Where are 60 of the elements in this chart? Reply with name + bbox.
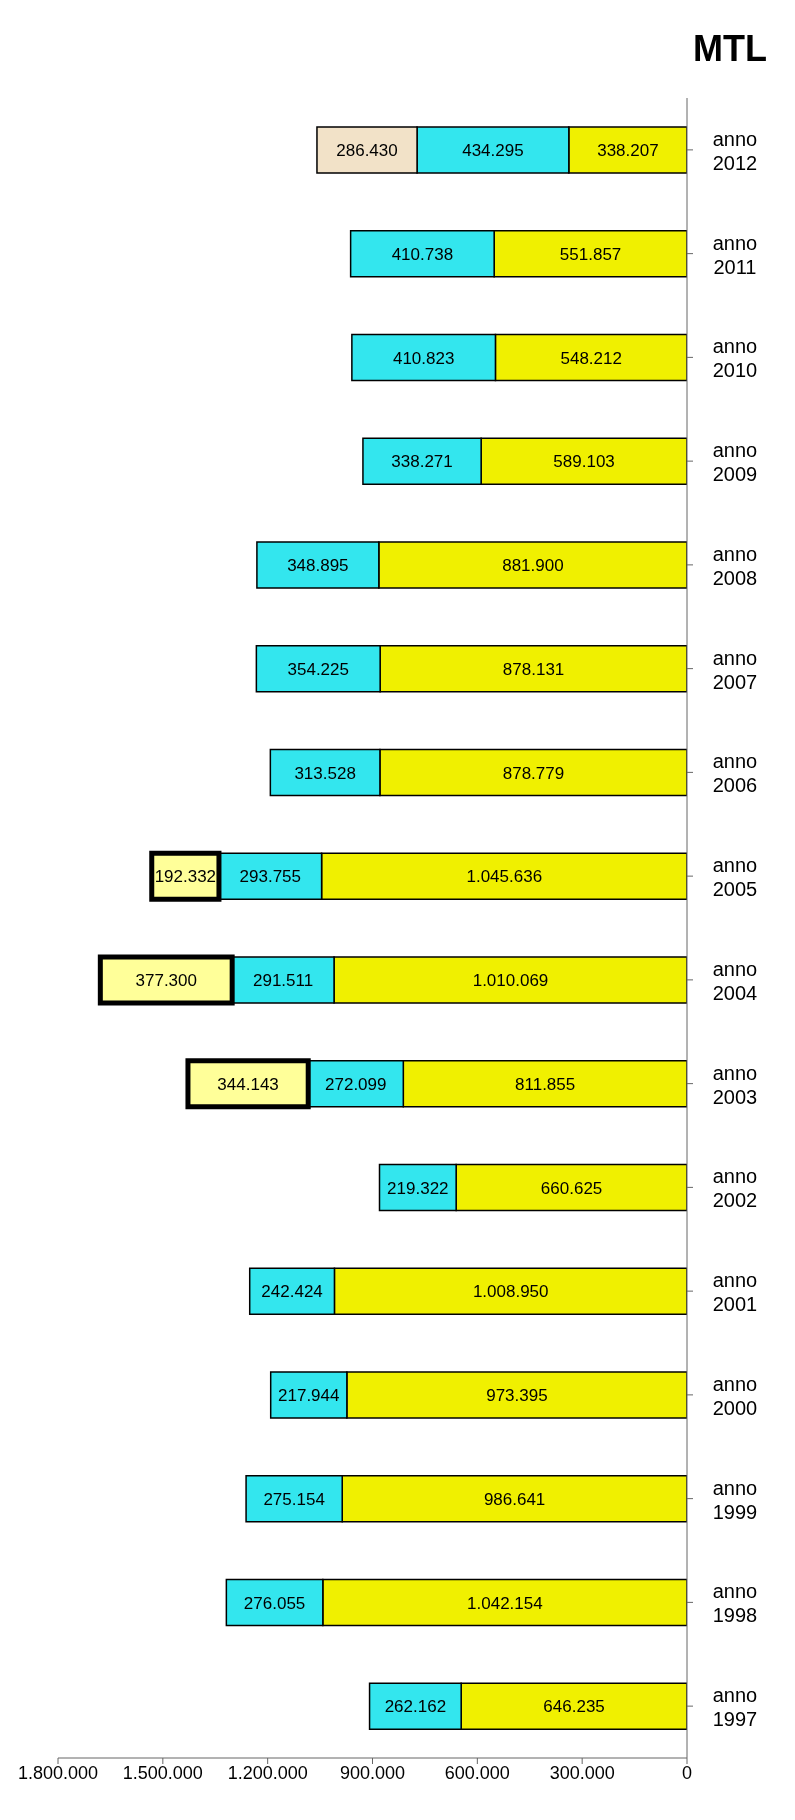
- data-label: 344.143: [217, 1074, 279, 1094]
- data-label: 1.010.069: [472, 971, 549, 991]
- y-tick-label: anno 2001: [712, 1269, 758, 1316]
- data-label: 272.099: [325, 1074, 387, 1094]
- x-tick-label: 1.800.000: [17, 1762, 99, 1783]
- y-tick-label: anno 2004: [712, 957, 758, 1004]
- y-tick-label: anno 1997: [712, 1684, 758, 1731]
- data-label: 313.528: [294, 763, 356, 783]
- data-label: 551.857: [559, 244, 622, 264]
- data-label: 1.045.636: [466, 867, 543, 887]
- y-tick-label: anno 2007: [712, 646, 758, 693]
- data-label: 354.225: [287, 659, 349, 679]
- data-label: 878.131: [502, 659, 565, 679]
- x-tick-label: 600.000: [444, 1762, 510, 1783]
- data-label: 262.162: [384, 1697, 447, 1717]
- y-tick-label: anno 2000: [712, 1372, 758, 1419]
- y-tick-label: anno 2010: [712, 335, 758, 382]
- chart-title: MTL: [693, 28, 767, 70]
- data-label: 986.641: [483, 1489, 546, 1509]
- y-tick-label: anno 2005: [712, 854, 758, 901]
- data-label: 338.207: [597, 141, 659, 161]
- y-tick-label: anno 2003: [712, 1061, 758, 1108]
- x-tick-label: 0: [681, 1762, 693, 1783]
- data-label: 410.823: [392, 348, 455, 368]
- data-label: 410.738: [391, 244, 454, 264]
- data-label: 293.755: [239, 867, 302, 887]
- x-tick-label: 300.000: [549, 1762, 615, 1783]
- data-label: 219.322: [387, 1178, 449, 1198]
- data-label: 276.055: [243, 1593, 306, 1613]
- y-tick-label: anno 2009: [712, 439, 758, 486]
- y-tick-label: anno 2011: [712, 231, 758, 278]
- data-label: 881.900: [502, 556, 564, 576]
- data-label: 548.212: [560, 348, 622, 368]
- y-tick-label: anno 2002: [712, 1165, 758, 1212]
- data-label: 811.855: [515, 1074, 576, 1094]
- data-label: 348.895: [287, 556, 349, 576]
- data-label: 1.008.950: [472, 1282, 549, 1302]
- y-tick-label: anno 2012: [712, 127, 758, 174]
- data-label: 660.625: [540, 1178, 603, 1198]
- data-label: 275.154: [263, 1489, 325, 1509]
- data-label: 242.424: [261, 1282, 323, 1302]
- data-label: 646.235: [543, 1697, 605, 1717]
- y-tick-label: anno 2008: [712, 542, 758, 589]
- x-tick-label: 1.500.000: [122, 1762, 203, 1783]
- y-tick-label: anno 2006: [712, 750, 758, 797]
- data-label: 192.332: [154, 867, 217, 887]
- data-label: 377.300: [135, 971, 197, 991]
- data-label: 434.295: [462, 141, 524, 161]
- y-tick-label: anno 1999: [712, 1476, 758, 1523]
- data-label: 973.395: [486, 1386, 548, 1406]
- data-label: 1.042.154: [467, 1593, 543, 1613]
- x-tick-label: 1.200.000: [227, 1762, 308, 1783]
- y-tick-label: anno 1998: [712, 1580, 758, 1627]
- x-tick-label: 900.000: [339, 1762, 406, 1783]
- data-label: 589.103: [553, 452, 615, 472]
- data-label: 286.430: [336, 141, 398, 161]
- data-label: 338.271: [391, 452, 453, 472]
- data-label: 878.779: [502, 763, 565, 783]
- data-label: 217.944: [278, 1386, 340, 1406]
- data-label: 291.511: [253, 971, 314, 991]
